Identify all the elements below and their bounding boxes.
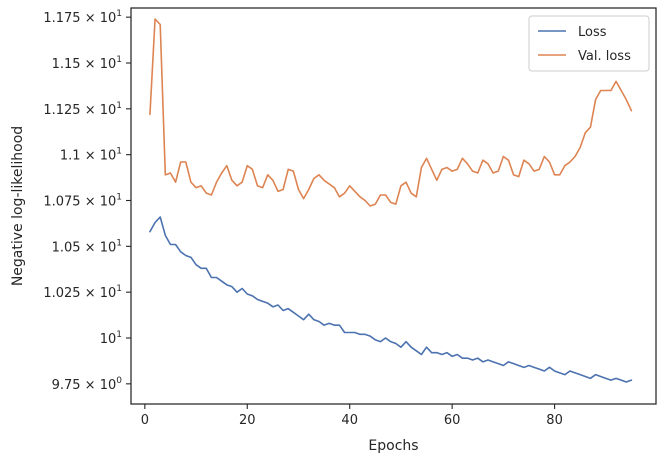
x-tick-label: 20 (239, 413, 256, 428)
x-tick-label: 60 (444, 413, 461, 428)
x-axis: 0 20 40 60 80 (141, 404, 563, 428)
y-axis-label: Negative log-likelihood (10, 126, 26, 286)
legend: Loss Val. loss (528, 15, 650, 72)
series-line-loss (149, 216, 633, 383)
y-tick-label: 9.75 × 100 (52, 376, 123, 393)
y-tick-label: 1.05 × 101 (52, 238, 122, 255)
y-tick-label: 1.175 × 101 (43, 9, 122, 26)
y-tick-label: 1.125 × 101 (43, 101, 122, 118)
series-layer (149, 18, 633, 383)
plot-area-frame (130, 7, 657, 405)
y-tick-label: 1.075 × 101 (43, 193, 122, 210)
x-axis-label: Epochs (368, 438, 418, 454)
legend-label-val-loss: Val. loss (578, 49, 631, 64)
x-tick-label: 40 (341, 413, 358, 428)
y-tick-label: 1.15 × 101 (52, 55, 122, 72)
x-tick-label: 0 (141, 413, 149, 428)
y-tick-label: 1.025 × 101 (43, 284, 122, 301)
x-tick-label: 80 (546, 413, 563, 428)
legend-box (528, 15, 650, 72)
legend-label-loss: Loss (578, 25, 607, 40)
y-tick-label: 1.1 × 101 (60, 147, 122, 164)
series-line-val-loss (149, 18, 633, 207)
